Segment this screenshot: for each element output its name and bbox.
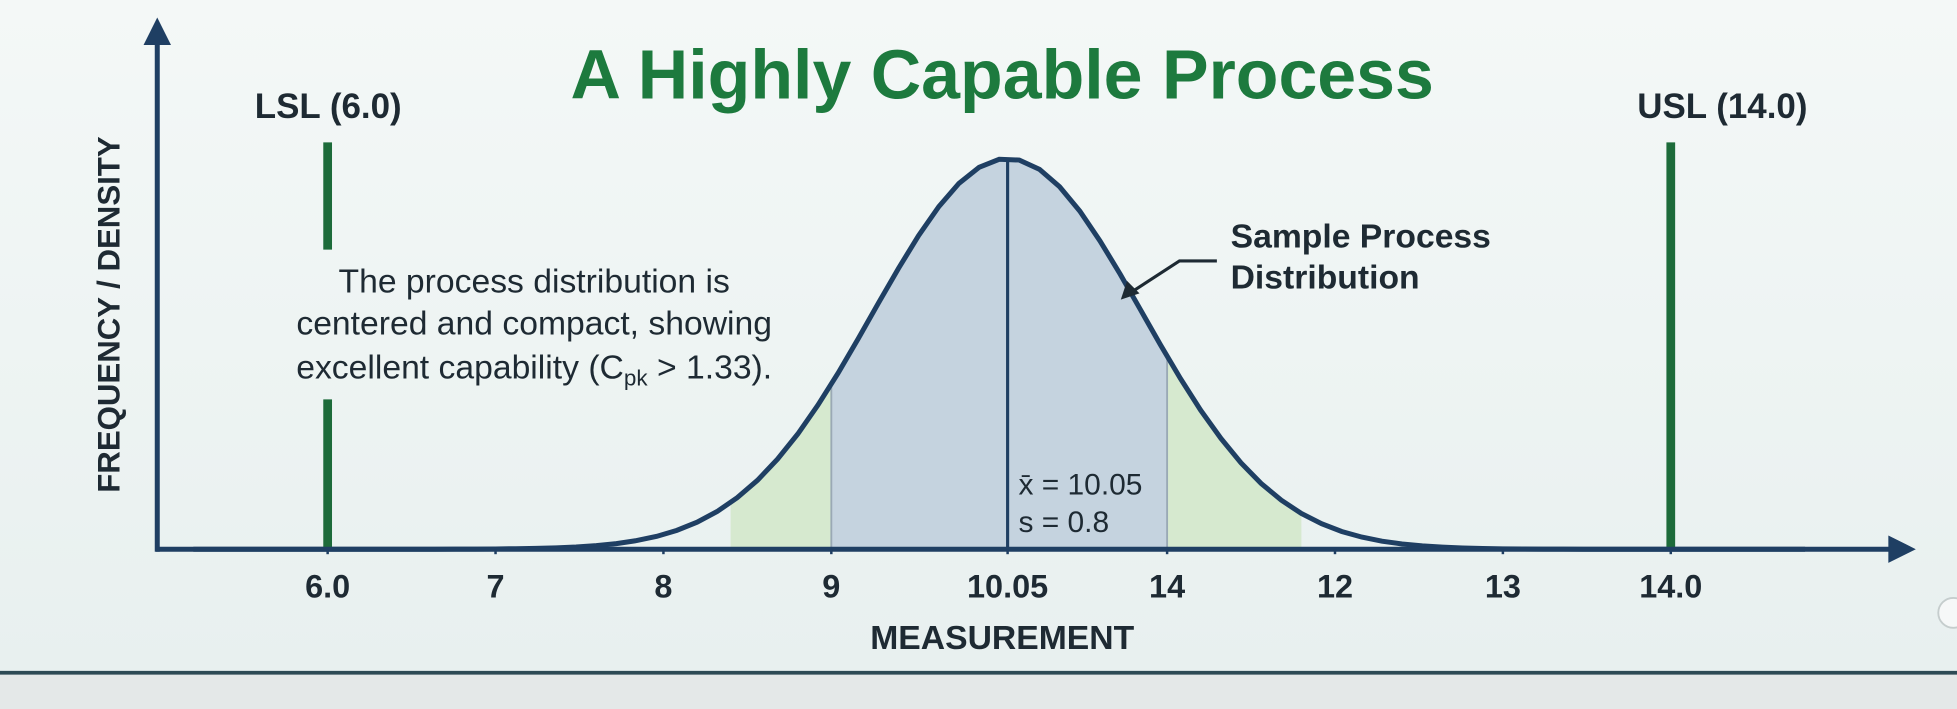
x-tick-label: 10.05	[967, 569, 1048, 605]
curve-label: Sample Process	[1231, 218, 1491, 255]
x-axis-arrow	[1888, 535, 1916, 563]
annotation-part: excellent capability (C	[296, 349, 624, 386]
x-tick-label: 14	[1149, 569, 1185, 605]
usl-label: USL (14.0)	[1637, 87, 1807, 126]
x-tick-label: 9	[822, 569, 840, 605]
annotation-subscript: pk	[624, 365, 648, 390]
tail-area	[1167, 356, 1302, 550]
y-axis-label: FREQUENCY / DENSITY	[91, 136, 126, 493]
plot-area: 6.0 7 8 9 10.05 14 12 13 14.0	[143, 17, 1916, 605]
footer	[0, 674, 1957, 709]
x-tick-label: 13	[1485, 569, 1521, 605]
lsl-label: LSL (6.0)	[255, 87, 402, 126]
x-tick-label: 7	[487, 569, 505, 605]
x-tick-label: 14.0	[1639, 569, 1702, 605]
x-tick-label: 12	[1317, 569, 1353, 605]
x-axis-label: MEASUREMENT	[870, 620, 1134, 657]
chart-title: A Highly Capable Process	[571, 35, 1434, 113]
annotation: centered and compact, showing	[296, 306, 772, 343]
annotation: The process distribution is	[339, 263, 730, 300]
sd-label: s = 0.8	[1018, 506, 1109, 539]
x-tick-label: 6.0	[305, 569, 350, 605]
central-area	[831, 158, 1168, 550]
scroll-handle[interactable]	[1937, 596, 1957, 629]
x-tick-label: 8	[654, 569, 672, 605]
curve-pointer	[1124, 259, 1217, 298]
y-axis-arrow	[143, 17, 171, 45]
annotation-part: > 1.33).	[648, 349, 773, 386]
curve-label: Distribution	[1231, 260, 1420, 297]
mean-label: x̄ = 10.05	[1018, 469, 1142, 502]
annotation: excellent capability (Cpk > 1.33).	[296, 349, 772, 390]
